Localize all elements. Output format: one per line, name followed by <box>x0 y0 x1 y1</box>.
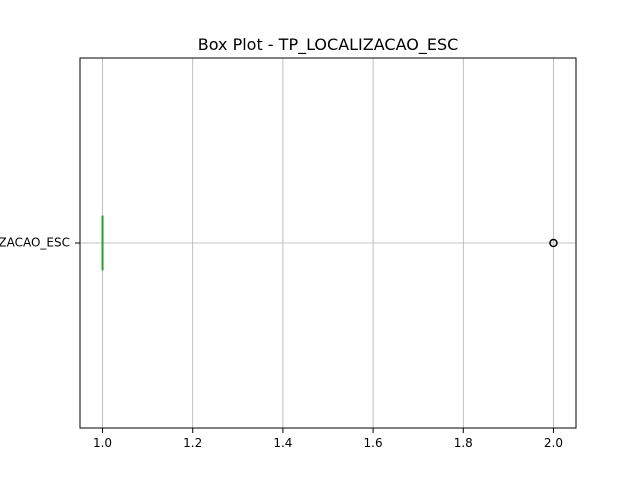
grid-lines <box>80 58 576 428</box>
x-tick-label: 2.0 <box>544 436 563 450</box>
y-axis-ticks: TP_LOCALIZACAO_ESC <box>0 236 80 250</box>
x-tick-label: 1.2 <box>183 436 202 450</box>
x-tick-label: 1.0 <box>93 436 112 450</box>
chart-title: Box Plot - TP_LOCALIZACAO_ESC <box>198 35 459 55</box>
outlier-point <box>549 238 558 248</box>
x-tick-label: 1.6 <box>364 436 383 450</box>
x-tick-label: 1.8 <box>454 436 473 450</box>
x-axis-ticks: 1.0 1.2 1.4 1.6 1.8 2.0 <box>93 428 563 450</box>
box-group <box>101 215 558 271</box>
x-tick-label: 1.4 <box>273 436 292 450</box>
y-tick-label: TP_LOCALIZACAO_ESC <box>0 236 70 250</box>
